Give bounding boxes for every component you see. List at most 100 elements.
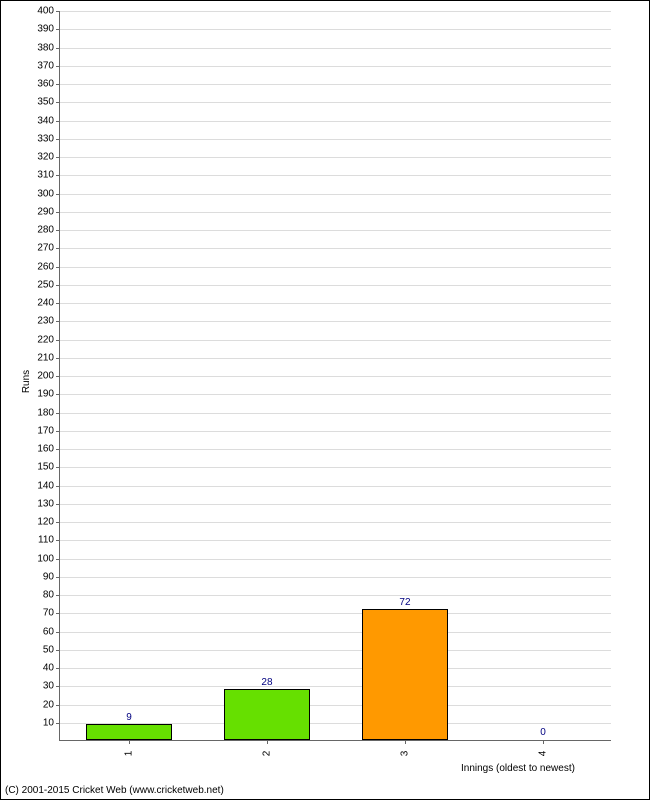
y-tick-label: 140 <box>37 480 54 491</box>
y-tick-label: 110 <box>38 535 54 546</box>
x-tick-label: 2 <box>262 751 273 757</box>
y-gridline <box>60 175 611 176</box>
y-tick-mark <box>56 358 60 359</box>
y-tick-label: 310 <box>37 170 54 181</box>
y-tick-mark <box>56 321 60 322</box>
y-tick-label: 340 <box>37 115 54 126</box>
y-tick-label: 350 <box>37 97 54 108</box>
y-tick-label: 120 <box>37 517 54 528</box>
y-gridline <box>60 394 611 395</box>
y-tick-mark <box>56 340 60 341</box>
y-tick-label: 280 <box>37 225 54 236</box>
y-tick-mark <box>56 449 60 450</box>
y-gridline <box>60 632 611 633</box>
x-tick-mark <box>543 740 544 744</box>
y-tick-label: 250 <box>37 279 54 290</box>
y-gridline <box>60 376 611 377</box>
y-tick-label: 220 <box>37 334 54 345</box>
y-tick-mark <box>56 194 60 195</box>
y-gridline <box>60 431 611 432</box>
x-tick-label: 1 <box>124 751 135 757</box>
y-tick-label: 240 <box>37 298 54 309</box>
y-tick-mark <box>56 102 60 103</box>
y-gridline <box>60 650 611 651</box>
y-gridline <box>60 11 611 12</box>
y-gridline <box>60 595 611 596</box>
y-tick-label: 60 <box>43 626 54 637</box>
y-tick-label: 190 <box>37 389 54 400</box>
y-gridline <box>60 522 611 523</box>
copyright-text: (C) 2001-2015 Cricket Web (www.cricketwe… <box>5 785 224 796</box>
y-tick-mark <box>56 467 60 468</box>
y-gridline <box>60 194 611 195</box>
y-tick-label: 10 <box>43 717 54 728</box>
y-gridline <box>60 157 611 158</box>
y-gridline <box>60 230 611 231</box>
y-gridline <box>60 84 611 85</box>
y-tick-mark <box>56 632 60 633</box>
y-tick-mark <box>56 613 60 614</box>
y-tick-mark <box>56 504 60 505</box>
y-tick-label: 130 <box>37 498 54 509</box>
y-gridline <box>60 559 611 560</box>
y-tick-label: 330 <box>37 133 54 144</box>
bar-value-label: 0 <box>500 727 586 738</box>
chart-container: 1020304050607080901001101201301401501601… <box>0 0 650 800</box>
y-tick-mark <box>56 595 60 596</box>
y-tick-label: 50 <box>43 644 54 655</box>
y-gridline <box>60 686 611 687</box>
y-tick-label: 30 <box>43 681 54 692</box>
y-tick-mark <box>56 267 60 268</box>
y-gridline <box>60 705 611 706</box>
y-tick-mark <box>56 303 60 304</box>
y-tick-mark <box>56 559 60 560</box>
x-tick-mark <box>267 740 268 744</box>
y-tick-label: 80 <box>43 590 54 601</box>
y-tick-mark <box>56 394 60 395</box>
y-tick-mark <box>56 121 60 122</box>
y-tick-mark <box>56 686 60 687</box>
y-tick-mark <box>56 413 60 414</box>
y-tick-label: 400 <box>37 6 54 17</box>
y-tick-mark <box>56 11 60 12</box>
y-gridline <box>60 248 611 249</box>
bar-value-label: 72 <box>363 597 447 608</box>
y-tick-label: 370 <box>37 60 54 71</box>
y-tick-label: 260 <box>37 261 54 272</box>
y-tick-label: 390 <box>37 24 54 35</box>
y-tick-mark <box>56 668 60 669</box>
y-tick-label: 70 <box>43 608 54 619</box>
y-tick-label: 160 <box>37 444 54 455</box>
y-tick-label: 360 <box>37 79 54 90</box>
y-tick-mark <box>56 577 60 578</box>
y-tick-mark <box>56 230 60 231</box>
y-gridline <box>60 577 611 578</box>
y-gridline <box>60 540 611 541</box>
chart-bar: 9 <box>86 724 172 740</box>
y-gridline <box>60 102 611 103</box>
y-tick-mark <box>56 376 60 377</box>
y-gridline <box>60 121 611 122</box>
plot-area: 1020304050607080901001101201301401501601… <box>59 11 611 741</box>
y-axis-title: Runs <box>21 370 32 393</box>
y-tick-mark <box>56 486 60 487</box>
y-gridline <box>60 504 611 505</box>
y-tick-mark <box>56 705 60 706</box>
y-tick-label: 40 <box>43 663 54 674</box>
y-tick-label: 180 <box>37 407 54 418</box>
y-tick-mark <box>56 157 60 158</box>
y-tick-label: 270 <box>37 243 54 254</box>
y-tick-label: 300 <box>37 188 54 199</box>
y-gridline <box>60 449 611 450</box>
chart-bar: 28 <box>224 689 310 740</box>
y-gridline <box>60 321 611 322</box>
y-tick-mark <box>56 650 60 651</box>
y-tick-mark <box>56 522 60 523</box>
y-tick-label: 90 <box>43 571 54 582</box>
y-gridline <box>60 139 611 140</box>
y-gridline <box>60 467 611 468</box>
y-tick-mark <box>56 431 60 432</box>
y-tick-mark <box>56 285 60 286</box>
y-tick-mark <box>56 66 60 67</box>
y-tick-mark <box>56 29 60 30</box>
